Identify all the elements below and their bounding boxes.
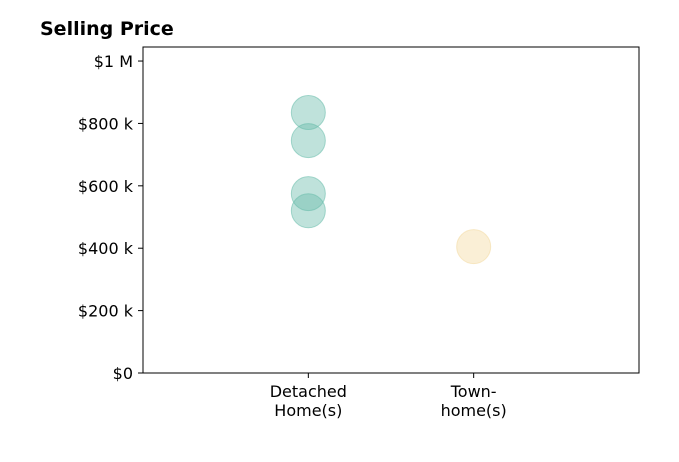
data-point [290,123,326,159]
chart-title: Selling Price [40,18,174,40]
y-tick-label: $0 [113,364,133,383]
data-point [290,193,326,229]
y-tick-label: $1 M [94,52,133,71]
data-point [290,95,326,131]
data-point [456,229,492,265]
plot-frame [142,46,640,374]
y-tick-label: $600 k [78,177,134,196]
x-tick-label: Detached [270,382,347,401]
y-tick-label: $800 k [78,114,134,133]
y-tick-label: $200 k [78,302,134,321]
x-tick-label: home(s) [441,401,507,420]
x-tick-label: Town- [450,382,497,401]
x-tick-label: Home(s) [274,401,342,420]
y-tick-label: $400 k [78,239,134,258]
